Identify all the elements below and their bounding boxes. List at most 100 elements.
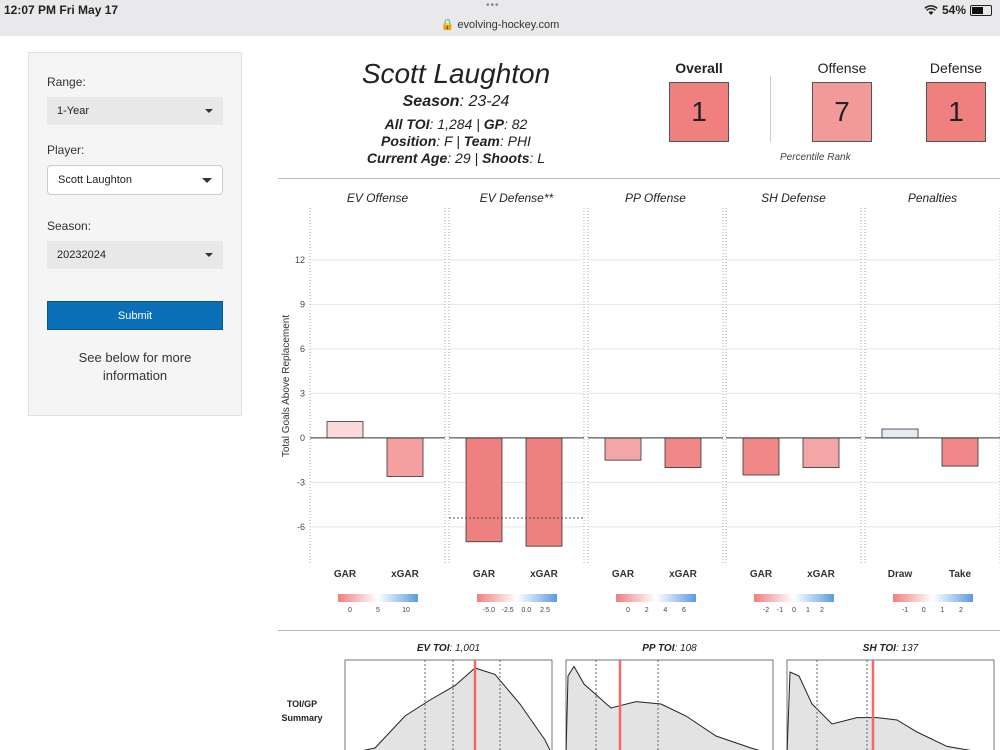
shoots-key: Shoots: [482, 150, 530, 166]
legend-tick-label: 0.0: [521, 607, 531, 614]
season-value: 20232024: [57, 249, 106, 261]
toi-line: All TOI: 1,284 | GP: 82: [320, 116, 592, 132]
x-tick-label: xGAR: [669, 569, 698, 580]
range-value: 1-Year: [57, 105, 90, 117]
player-select[interactable]: Scott Laughton: [47, 165, 223, 195]
bar-xgar: [802, 437, 840, 468]
legend-tick-label: 2: [645, 607, 649, 614]
toi-summary-label: TOI/GP: [287, 699, 317, 709]
legend-tick-label: 0: [626, 607, 630, 614]
legend-tick-label: 2: [959, 607, 963, 614]
gp-val: : 82: [503, 116, 528, 132]
sidebar-panel: Range: 1-Year Player: Scott Laughton Sea…: [28, 52, 242, 416]
legend-tick-label: 10: [402, 607, 410, 614]
legend-tick-label: -5.0: [483, 607, 495, 614]
legend-tick-label: 4: [663, 607, 667, 614]
player-value: Scott Laughton: [58, 174, 133, 186]
section-divider: [278, 630, 1000, 631]
offense-label: Offense: [817, 60, 867, 76]
y-tick-label: 12: [295, 255, 305, 265]
defense-rank: 1: [926, 82, 986, 142]
color-scale-legend: [616, 594, 696, 602]
legend-tick-label: -2: [763, 607, 769, 614]
y-axis-label: Total Goals Above Replacement: [281, 315, 292, 458]
player-name: Scott Laughton: [361, 58, 551, 89]
section-divider: [278, 178, 1000, 179]
panel-title: EV Offense: [347, 191, 409, 205]
chevron-down-icon: [205, 253, 213, 257]
toi-density-curve: [565, 665, 760, 750]
x-tick-label: xGAR: [807, 569, 836, 580]
panel-title: EV Defense**: [480, 191, 554, 205]
season-line: Season: 23-24: [320, 93, 592, 111]
x-tick-label: xGAR: [530, 569, 559, 580]
x-tick-label: GAR: [473, 569, 496, 580]
legend-tick-label: 0: [922, 607, 926, 614]
age-val: : 29 |: [447, 150, 483, 166]
panel-title: Penalties: [908, 191, 957, 205]
x-tick-label: GAR: [750, 569, 773, 580]
battery-icon: [970, 4, 992, 16]
y-tick-label: 9: [300, 299, 305, 309]
y-tick-label: -3: [297, 477, 305, 487]
legend-tick-label: 0: [792, 607, 796, 614]
x-tick-label: GAR: [334, 569, 357, 580]
season-key: Season: [402, 93, 460, 110]
age-key: Current Age: [366, 150, 448, 166]
x-tick-label: xGAR: [391, 569, 420, 580]
status-time: 12:07 PM Fri May 17: [4, 3, 119, 17]
defense-label: Defense: [929, 60, 983, 76]
tab-dots-icon[interactable]: •••: [486, 0, 500, 11]
y-tick-label: 6: [300, 344, 305, 354]
chevron-down-icon: [205, 109, 213, 113]
gar-chart: Total Goals Above Replacement129630-3-6E…: [281, 191, 1000, 614]
x-tick-label: Draw: [888, 569, 913, 580]
wifi-icon: [924, 4, 938, 15]
rank-divider: [770, 76, 771, 142]
toi-summary-label: Summary: [281, 713, 322, 723]
color-scale-legend: [754, 594, 834, 602]
x-tick-label: Take: [949, 569, 971, 580]
toi-val: : 1,284 |: [429, 116, 484, 132]
range-select[interactable]: 1-Year: [47, 97, 223, 125]
bar-take: [941, 437, 979, 467]
bar-xgar: [525, 437, 563, 547]
info-text: See below for more information: [78, 350, 192, 383]
offense-rank: 7: [812, 82, 872, 142]
gp-key: GP: [483, 116, 504, 132]
player-label: Player:: [47, 143, 85, 157]
toi-panel-title: EV TOI: 1,001: [417, 643, 480, 654]
bar-gar: [465, 437, 503, 543]
battery-percent: 54%: [941, 3, 966, 17]
toi-key: All TOI: [384, 116, 430, 132]
legend-tick-label: 6: [682, 607, 686, 614]
legend-tick-label: -1: [777, 607, 783, 614]
bar-xgar: [386, 437, 424, 477]
overall-label: Overall: [675, 60, 723, 76]
panel-title: SH Defense: [761, 191, 826, 205]
legend-tick-label: 1: [806, 607, 810, 614]
panel-title: PP Offense: [625, 191, 686, 205]
team-val: : PHI: [499, 133, 531, 149]
toi-panel-title: PP TOI: 108: [642, 643, 697, 654]
status-right: 54%: [924, 3, 992, 17]
legend-tick-label: 0: [348, 607, 352, 614]
url-bar[interactable]: 🔒 evolving-hockey.com: [440, 19, 560, 31]
legend-tick-label: 1: [940, 607, 944, 614]
legend-tick-label: 2.5: [540, 607, 550, 614]
legend-tick-label: 5: [376, 607, 380, 614]
y-tick-label: 0: [300, 433, 305, 443]
x-tick-label: GAR: [612, 569, 635, 580]
color-scale-legend: [477, 594, 557, 602]
toi-summary-chart: TOI/GP Summary EV TOI: 1,001 PP TOI: 108 SH …: [281, 643, 995, 750]
submit-button[interactable]: Submit: [47, 301, 223, 330]
bar-draw: [881, 428, 919, 439]
range-label: Range:: [47, 75, 86, 89]
y-tick-label: -6: [297, 522, 305, 532]
overall-rank: 1: [669, 82, 729, 142]
season-select[interactable]: 20232024: [47, 241, 223, 269]
season-val: : 23-24: [459, 93, 510, 110]
percentile-footnote: Percentile Rank: [780, 152, 851, 163]
bar-gar: [326, 421, 364, 439]
bar-gar: [742, 437, 780, 476]
